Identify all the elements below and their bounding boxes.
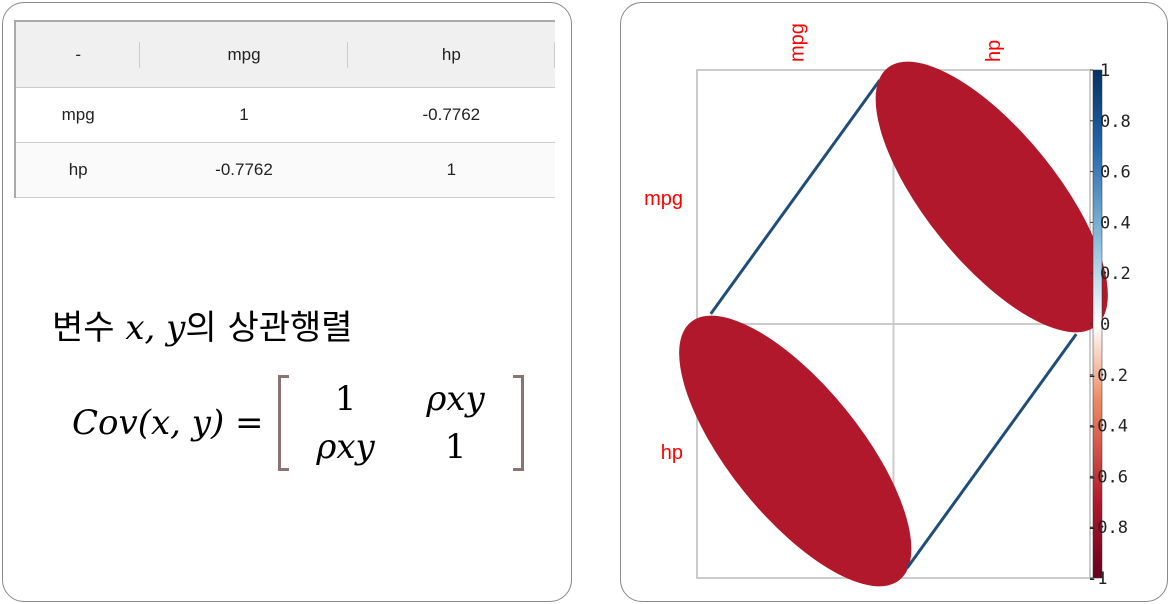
colorbar-tick-label: 1 xyxy=(1100,61,1110,81)
header-cell: mpg xyxy=(140,21,348,88)
row-label: hp xyxy=(661,442,683,464)
matrix-cell: 1 xyxy=(444,427,467,467)
matrix-title: 변수 x, y의 상관행렬 xyxy=(52,308,353,348)
row-label: mpg xyxy=(644,188,683,210)
correlation-line xyxy=(906,333,1078,569)
correlation-ellipse xyxy=(875,61,1108,333)
table-cell: -0.7762 xyxy=(140,142,348,198)
colorbar-tick-label: -0.2 xyxy=(1087,366,1128,386)
column-label: mpg xyxy=(786,23,808,62)
colorbar-tick-label: 0.8 xyxy=(1100,112,1131,132)
table-cell: -0.7762 xyxy=(347,87,555,143)
correlation-table: - mpg hp mpg 1 -0.7762 hp -0.7762 1 xyxy=(14,20,555,198)
header-cell: hp xyxy=(347,21,555,88)
colorbar-tick-label: 0.4 xyxy=(1100,213,1131,233)
matrix: 1 ρxy ρxy 1 xyxy=(277,375,524,471)
colorbar-tick-label: -0.8 xyxy=(1087,518,1128,538)
colorbar-tick-label: -1 xyxy=(1087,569,1107,589)
correlation-ellipse xyxy=(679,315,912,587)
matrix-cell: ρxy xyxy=(316,427,375,467)
correlation-line xyxy=(709,79,881,315)
matrix-cell: 1 xyxy=(334,379,357,419)
table-header: - mpg hp xyxy=(15,21,555,88)
column-label: hp xyxy=(983,40,1005,62)
table-cell: 1 xyxy=(140,87,348,143)
colorbar-tick-label: 0.2 xyxy=(1100,264,1131,284)
row-label: hp xyxy=(15,142,141,198)
table-row: mpg 1 -0.7762 xyxy=(15,87,555,143)
header-cell: - xyxy=(15,21,141,88)
matrix-cell: ρxy xyxy=(426,379,485,419)
colorbar-tick-label: 0.6 xyxy=(1100,163,1131,183)
table-row: hp -0.7762 1 xyxy=(15,142,555,198)
row-label: mpg xyxy=(15,87,141,143)
colorbar-tick-label: 0 xyxy=(1100,315,1110,335)
colorbar-tick-label: -0.4 xyxy=(1087,417,1128,437)
formula-lhs: Cov(x, y) = xyxy=(72,403,264,443)
covariance-formula: Cov(x, y) = 1 ρxy ρxy 1 xyxy=(72,375,524,471)
colorbar-tick-label: -0.6 xyxy=(1087,467,1128,487)
table-cell: 1 xyxy=(347,142,555,198)
